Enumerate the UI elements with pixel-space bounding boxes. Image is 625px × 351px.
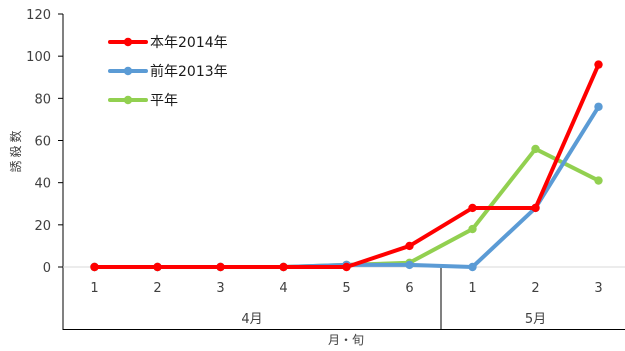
legend-label: 平年: [150, 93, 178, 109]
data-point: [405, 260, 414, 270]
y-tick-label: 20: [34, 219, 51, 234]
x-axis-title: 月・旬: [328, 333, 364, 347]
x-tick-label: 1: [90, 281, 98, 296]
data-point: [594, 102, 603, 111]
y-tick-label: 40: [34, 177, 51, 192]
month-group-label: 5月: [525, 312, 546, 327]
x-tick-label: 4: [279, 281, 287, 296]
data-point: [342, 262, 351, 272]
legend-item: 平年: [108, 93, 178, 109]
data-point: [216, 262, 225, 272]
x-tick-label: 2: [153, 281, 161, 296]
data-point: [90, 262, 99, 272]
x-tick-label: 1: [468, 281, 476, 296]
x-tick-label: 5: [342, 281, 350, 296]
data-point: [468, 224, 477, 234]
series-line: [92, 104, 601, 269]
month-group-label: 4月: [241, 312, 262, 327]
legend-label: 本年2014年: [150, 35, 228, 51]
x-tick-label: 2: [531, 281, 539, 296]
series-group: [90, 60, 603, 272]
data-point: [594, 176, 603, 185]
x-tick-label: 6: [405, 281, 413, 296]
x-tick-label: 3: [216, 281, 224, 296]
data-point: [468, 203, 477, 213]
legend-marker: [123, 37, 133, 47]
y-axis-title: 誘殺数: [8, 127, 23, 172]
series-group: [90, 102, 603, 272]
chart-series: [90, 60, 603, 272]
data-point: [594, 60, 603, 69]
chart-axes: 0 20 40 60 80 100 120 1 2 3 4 5 6 1 2 3 4月 5月: [26, 8, 625, 330]
y-tick-label: 100: [26, 50, 51, 65]
y-tick-label: 120: [26, 8, 51, 23]
legend-label: 前年2013年: [150, 63, 228, 80]
legend-item: 前年2013年: [108, 63, 228, 80]
legend-marker: [123, 66, 133, 76]
data-point: [468, 262, 477, 272]
y-tick-label: 60: [34, 135, 51, 150]
y-tick-label: 80: [34, 92, 51, 107]
legend-marker: [123, 95, 133, 105]
data-point: [153, 262, 162, 272]
x-tick-label: 3: [594, 281, 602, 296]
data-point: [531, 144, 540, 154]
legend-item: 本年2014年: [108, 35, 228, 51]
data-point: [405, 241, 414, 251]
y-tick-label: 0: [43, 261, 51, 276]
data-point: [531, 203, 540, 213]
data-point: [279, 262, 288, 272]
